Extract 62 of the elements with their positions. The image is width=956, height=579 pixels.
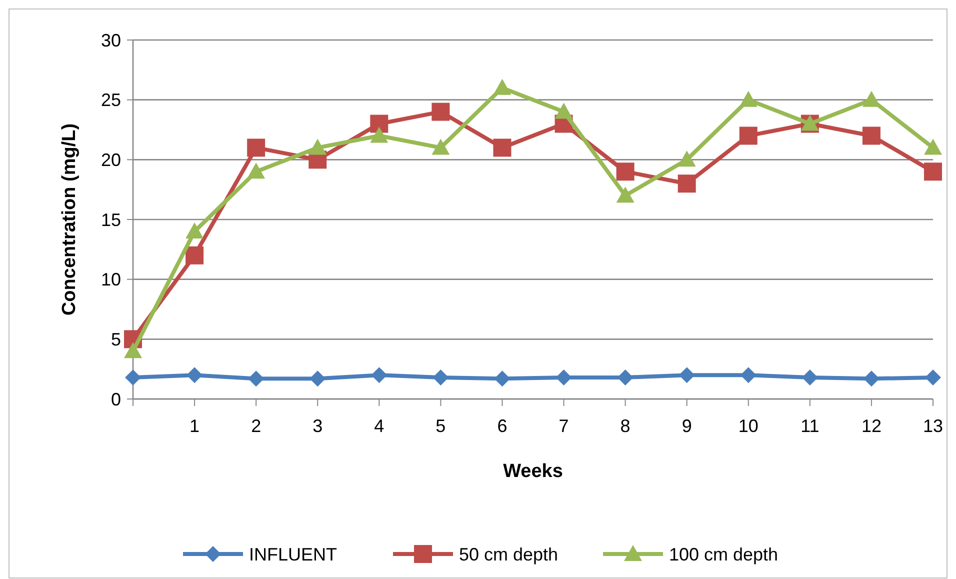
point: [863, 370, 880, 387]
point: [247, 162, 266, 179]
point: [248, 370, 264, 387]
y-tick-label: 10: [100, 270, 121, 290]
point: [493, 78, 512, 95]
x-tick-label: 2: [251, 416, 262, 436]
x-tick-label: 8: [620, 416, 630, 436]
x-tick-label: 4: [374, 416, 384, 436]
x-tick-label: 5: [436, 416, 446, 436]
legend-label: 50 cm depth: [459, 544, 558, 564]
x-tick-label: 7: [558, 416, 569, 436]
y-tick-label: 5: [110, 329, 121, 350]
point: [370, 126, 388, 143]
point: [924, 162, 942, 181]
point: [862, 90, 880, 107]
point: [678, 367, 695, 384]
point: [371, 367, 388, 384]
y-tick-label: 0: [110, 389, 121, 410]
x-tick-label: 9: [682, 416, 692, 436]
legend-label: 100 cm depth: [669, 544, 778, 564]
x-tick-label: 10: [738, 416, 758, 436]
point: [862, 126, 880, 145]
y-tick-label: 20: [100, 150, 121, 170]
point: [494, 370, 510, 387]
point: [432, 138, 450, 155]
point: [739, 90, 758, 107]
point: [432, 369, 449, 386]
point: [247, 138, 266, 157]
legend-label: INFLUENT: [249, 544, 338, 564]
point: [616, 186, 634, 203]
point: [924, 138, 942, 155]
x-tick-label: 11: [800, 416, 820, 436]
point: [802, 369, 818, 386]
point: [925, 369, 941, 386]
point: [124, 342, 142, 358]
point: [186, 367, 203, 384]
point: [186, 222, 204, 238]
point: [308, 138, 327, 155]
point: [556, 369, 572, 386]
x-tick-label: 3: [312, 416, 323, 436]
y-tick-label: 30: [100, 30, 121, 50]
x-tick-label: 13: [922, 416, 944, 436]
y-tick-label: 25: [100, 90, 121, 110]
x-tick-label: 12: [861, 416, 882, 436]
point: [554, 102, 573, 119]
point: [678, 174, 696, 193]
point: [370, 114, 388, 133]
point: [125, 369, 141, 386]
x-tick-label: 1: [190, 416, 200, 436]
point: [739, 126, 758, 145]
point: [310, 370, 326, 387]
x-axis-title: Weeks: [503, 461, 563, 482]
point: [678, 150, 696, 167]
y-axis-title: Concentration (mg/L): [59, 123, 80, 316]
point: [740, 367, 756, 384]
point: [493, 138, 512, 157]
point: [432, 102, 450, 121]
point: [616, 162, 634, 181]
point: [617, 369, 634, 386]
x-tick-label: 6: [497, 416, 508, 436]
point: [186, 246, 204, 264]
y-tick-label: 15: [100, 210, 121, 230]
